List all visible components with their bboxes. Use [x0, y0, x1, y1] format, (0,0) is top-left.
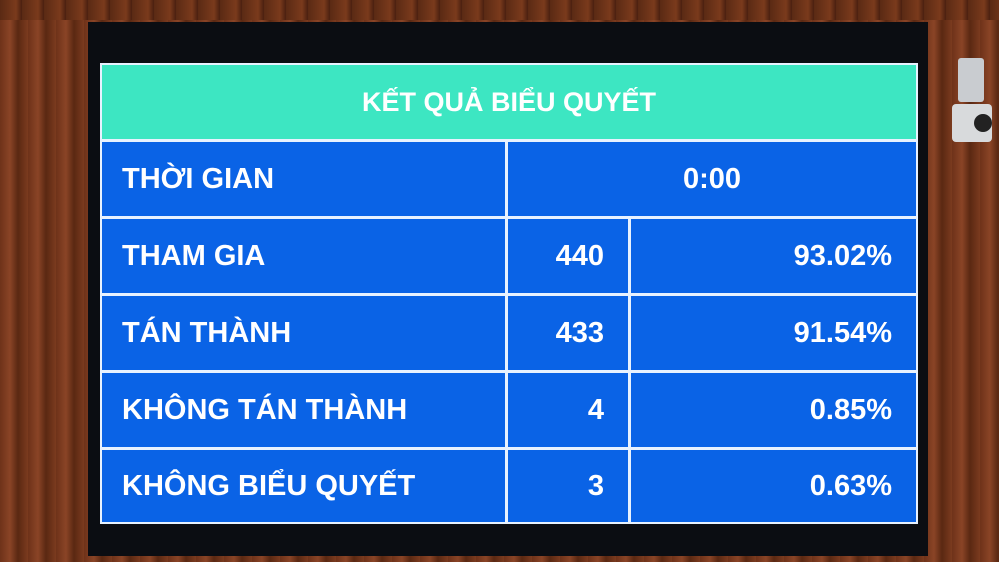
- row-percent: 91.54%: [631, 296, 916, 370]
- security-camera-icon: [952, 58, 992, 148]
- vote-results-table: KẾT QUẢ BIỂU QUYẾT THỜI GIAN 0:00 THAM G…: [100, 63, 918, 524]
- time-label: THỜI GIAN: [102, 142, 505, 216]
- row-count: 440: [508, 219, 628, 293]
- row-label: KHÔNG BIỂU QUYẾT: [102, 450, 505, 522]
- row-label: THAM GIA: [102, 219, 505, 293]
- time-value: 0:00: [508, 142, 916, 216]
- row-label: KHÔNG TÁN THÀNH: [102, 373, 505, 447]
- table-title: KẾT QUẢ BIỂU QUYẾT: [102, 65, 916, 139]
- wood-panel-top: [0, 0, 999, 20]
- row-count: 433: [508, 296, 628, 370]
- row-label: TÁN THÀNH: [102, 296, 505, 370]
- row-percent: 0.63%: [631, 450, 916, 522]
- row-count: 3: [508, 450, 628, 522]
- row-count: 4: [508, 373, 628, 447]
- row-percent: 93.02%: [631, 219, 916, 293]
- row-percent: 0.85%: [631, 373, 916, 447]
